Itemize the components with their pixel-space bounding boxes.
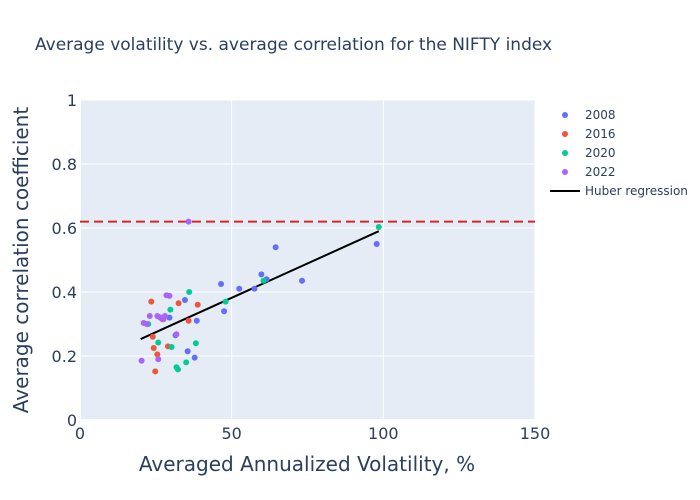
plot-background	[80, 100, 535, 420]
x-tick-label: 50	[221, 424, 241, 443]
data-point-2022	[155, 356, 162, 363]
legend-marker-2008	[562, 112, 568, 118]
data-point-2008	[221, 308, 228, 315]
data-point-2020	[167, 306, 174, 313]
legend-marker-2020	[562, 150, 568, 156]
regression-line	[140, 230, 380, 340]
x-tick-label: 100	[368, 424, 399, 443]
data-point-2008	[373, 241, 380, 247]
legend-label-2020: 2020	[585, 146, 616, 160]
y-tick-label: 0	[67, 411, 77, 430]
y-tick-label: 0.8	[52, 155, 77, 174]
legend-label-2016: 2016	[585, 127, 616, 141]
data-point-2008	[272, 244, 279, 251]
data-point-2008	[191, 354, 198, 361]
legend-label-2022: 2022	[585, 165, 616, 179]
data-point-2008	[166, 314, 173, 321]
legend-marker-2016	[562, 131, 568, 137]
data-point-2016	[148, 298, 155, 305]
data-point-2008	[299, 277, 306, 284]
data-point-2020	[173, 364, 180, 371]
y-tick-label: 0.2	[52, 347, 77, 366]
data-point-2016	[194, 301, 201, 308]
data-point-2008	[184, 348, 191, 355]
data-point-2016	[175, 300, 182, 307]
chart-title: Average volatility vs. average correlati…	[35, 35, 552, 55]
axis-ticks: 0 50 100 150 0 0.2 0.4 0.6 0.8 1	[52, 91, 551, 443]
x-tick-label: 150	[520, 424, 551, 443]
data-point-2022	[163, 292, 170, 299]
data-point-2008	[193, 317, 200, 324]
y-axis-title: Average correlation coefficient	[9, 107, 33, 414]
data-point-2016	[154, 351, 161, 358]
data-point-2016	[185, 317, 192, 324]
data-point-2008	[181, 297, 188, 303]
data-point-2020	[375, 224, 382, 231]
data-point-2016	[149, 333, 156, 340]
y-tick-label: 0.6	[52, 219, 77, 238]
data-point-2016	[152, 368, 159, 375]
data-points	[138, 218, 382, 375]
data-point-2022	[173, 331, 180, 338]
regression-line-group	[140, 230, 380, 340]
y-tick-label: 0.4	[52, 283, 77, 302]
data-point-2022	[154, 313, 161, 319]
data-point-2022	[146, 313, 153, 319]
data-point-2020	[260, 277, 267, 284]
legend-label-regression: Huber regression	[585, 184, 688, 198]
data-point-2016	[150, 345, 157, 351]
y-tick-label: 1	[67, 91, 77, 110]
data-point-2008	[218, 281, 225, 287]
data-point-2020	[222, 298, 229, 305]
legend-label-2008: 2008	[585, 108, 616, 122]
data-point-2008	[236, 285, 243, 292]
data-point-2008	[258, 271, 265, 278]
data-point-2022	[138, 357, 145, 364]
x-axis-title: Averaged Annualized Volatility, %	[139, 452, 475, 476]
legend: 2008 2016 2020 2022 Huber regression	[550, 108, 688, 198]
data-point-2022	[185, 218, 192, 225]
data-point-2020	[155, 339, 162, 346]
data-point-2020	[168, 344, 175, 351]
data-point-2022	[143, 321, 150, 327]
data-point-2020	[183, 359, 190, 366]
data-point-2020	[186, 289, 193, 295]
x-tick-label: 0	[75, 424, 85, 443]
data-point-2020	[192, 340, 199, 347]
data-point-2008	[251, 285, 258, 292]
legend-marker-2022	[562, 169, 568, 175]
